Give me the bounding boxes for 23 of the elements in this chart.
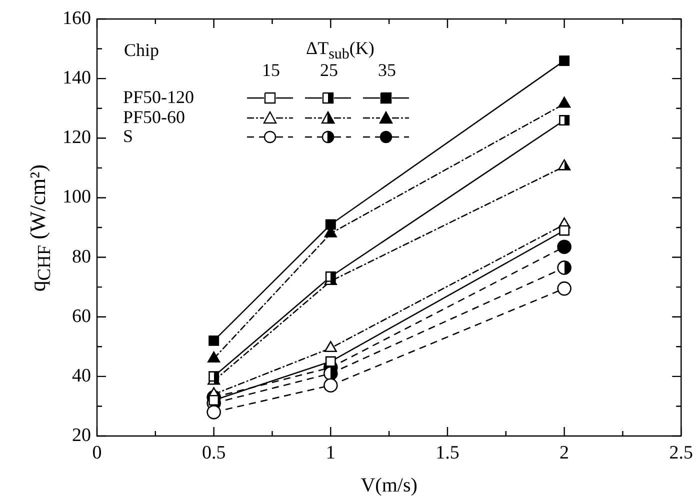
y-tick-label: 100 (62, 186, 91, 208)
annotation: 35 (378, 60, 396, 81)
y-tick-label: 40 (72, 365, 91, 386)
x-tick-label: 1.5 (436, 442, 460, 464)
y-tick-label: 60 (72, 306, 91, 327)
x-axis-title: V(m/s) (360, 474, 418, 496)
annotation: ΔT$_{sub}$(K) (306, 38, 374, 63)
y-tick-label: 120 (62, 127, 91, 148)
y-tick-label: 140 (62, 68, 91, 89)
annotation: 25 (320, 60, 338, 81)
x-tick-label: 0.5 (202, 442, 226, 464)
y-tick-label: 80 (72, 246, 91, 268)
annotation: S (123, 126, 134, 147)
annotation: 15 (262, 60, 280, 81)
x-tick-label: 0 (92, 442, 102, 464)
x-tick-label: 1 (326, 442, 336, 464)
y-tick-label: 20 (72, 424, 91, 446)
y-tick-label: 160 (62, 8, 91, 29)
x-tick-label: 2 (560, 442, 570, 464)
legend-title: Chip (124, 40, 160, 61)
annotation: PF50-120 (123, 87, 194, 108)
annotation: PF50-60 (123, 106, 186, 128)
x-tick-label: 2.5 (669, 442, 693, 464)
